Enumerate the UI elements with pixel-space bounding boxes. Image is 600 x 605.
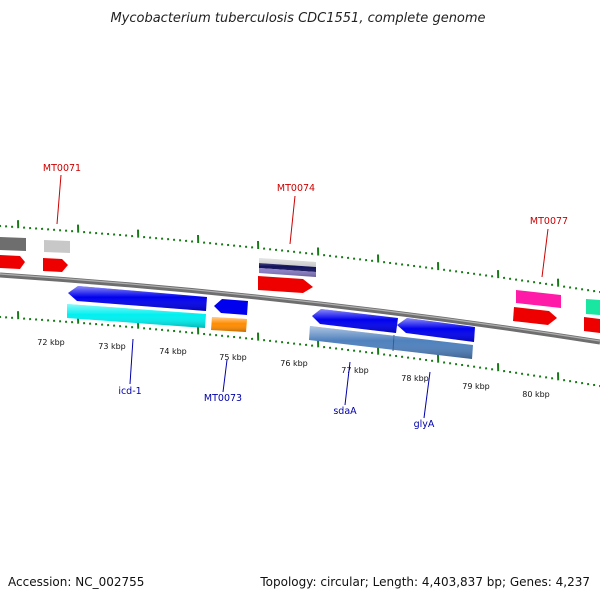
accession-text: Accession: NC_002755 [8,575,144,589]
scale-label: 72 kbp [37,338,65,347]
feature-mt0077-red[interactable] [513,307,557,325]
leader-line [223,360,227,392]
gene-label-sdaA[interactable]: sdaA [333,406,357,417]
feature-red-mt0071[interactable] [43,258,68,272]
scale-label: 75 kbp [219,353,247,362]
scale-label: 74 kbp [159,347,187,356]
feature-red-right[interactable] [584,317,600,333]
gene-label-mt0071[interactable]: MT0071 [43,163,81,174]
feature-mt0071[interactable] [44,240,70,253]
feature-red-left[interactable] [0,255,25,269]
feature-mt0073[interactable] [214,299,248,315]
gene-label-mt0077[interactable]: MT0077 [530,216,568,227]
scale-label: 78 kbp [401,374,429,383]
leader-line [542,229,548,277]
scale-label: 80 kbp [522,390,550,399]
scale-label: 76 kbp [280,359,308,368]
scale-label: 77 kbp [341,366,369,375]
feature-grey[interactable] [0,237,26,251]
leader-line [290,196,295,244]
forward-gene-labels: MT0071 MT0074 MT0077 [43,163,568,277]
feature-mt0074-red[interactable] [258,276,313,293]
feature-teal-right[interactable] [586,299,600,315]
scale-label: 79 kbp [462,382,490,391]
gene-label-mt0073[interactable]: MT0073 [204,393,242,404]
feature-mt0077[interactable] [516,290,561,308]
gene-label-mt0074[interactable]: MT0074 [277,183,315,194]
lower-tick-row [0,311,600,387]
scale-label: 73 kbp [98,342,126,351]
map-title: Mycobacterium tuberculosis CDC1551, comp… [110,11,485,26]
scale-labels: 72 kbp 73 kbp 74 kbp 75 kbp 76 kbp 77 kb… [37,338,550,399]
genome-summary-text: Topology: circular; Length: 4,403,837 bp… [259,575,590,589]
leader-line [57,175,61,224]
gene-label-icd-1[interactable]: icd-1 [118,386,141,397]
leader-line [130,339,133,384]
gene-label-glyA[interactable]: glyA [414,419,435,430]
